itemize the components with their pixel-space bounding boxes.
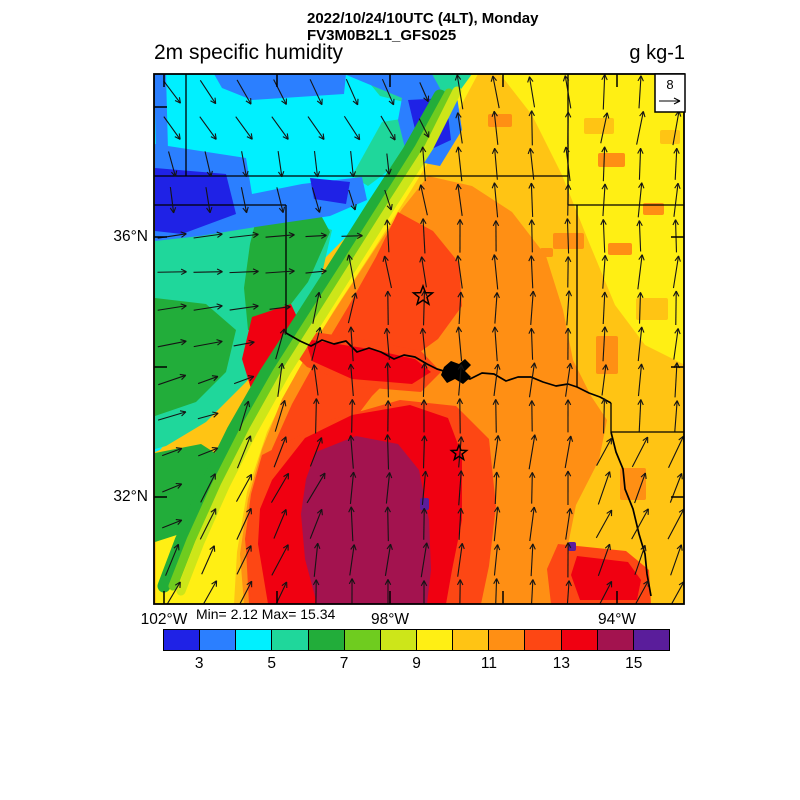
humidity-region xyxy=(500,74,684,365)
latitude-label: 32°N xyxy=(113,488,148,505)
longitude-label: 98°W xyxy=(370,611,410,628)
city-star-marker xyxy=(449,442,469,462)
humidity-region xyxy=(305,339,431,384)
humidity-patch xyxy=(660,130,680,144)
colorbar-segment xyxy=(272,630,309,650)
humidity-patch xyxy=(598,153,625,167)
humidity-region xyxy=(155,168,236,234)
colorbar-segment xyxy=(308,630,345,650)
colorbar-segment xyxy=(380,630,417,650)
map-frame xyxy=(153,73,685,605)
field-title: 2m specific humidity xyxy=(154,41,344,64)
units-label: g kg-1 xyxy=(629,42,685,64)
colorbar-segment xyxy=(236,630,273,650)
humidity-patch xyxy=(608,243,632,255)
colorbar-tick-label: 13 xyxy=(552,655,570,672)
model-run-title: FV3M0B2L1_GFS025 xyxy=(307,27,457,44)
colorbar-segment xyxy=(200,630,237,650)
field-layer xyxy=(154,74,684,604)
reference-vector-box: 8 xyxy=(654,73,686,113)
city-star-marker xyxy=(411,283,435,306)
colorbar-segment xyxy=(525,630,562,650)
colorbar-segment xyxy=(453,630,490,650)
colorbar-segment xyxy=(344,630,381,650)
longitude-label: 94°W xyxy=(597,611,637,628)
humidity-region xyxy=(154,74,168,150)
colorbar-tick-label: 3 xyxy=(194,655,204,672)
humidity-band xyxy=(157,89,447,593)
minmax-annotation: Min= 2.12 Max= 15.34 xyxy=(196,606,336,622)
axis-ticks xyxy=(154,74,684,604)
humidity-region xyxy=(244,206,330,330)
latitude-label: 36°N xyxy=(113,228,148,245)
humidity-region xyxy=(242,304,303,392)
longitude-label: 102°W xyxy=(140,611,188,628)
plot-title-block: 2022/10/24/10UTC (4LT), Monday FV3M0B2L1… xyxy=(307,10,538,44)
colorbar-segment xyxy=(633,630,669,650)
humidity-region xyxy=(155,298,236,416)
humidity-patch xyxy=(596,336,618,374)
humidity-patch xyxy=(520,298,535,308)
colorbar-tick-label: 9 xyxy=(412,655,421,672)
colorbar-tick-label: 5 xyxy=(267,655,276,672)
colorbar-segment xyxy=(416,630,454,650)
colorbar xyxy=(163,629,670,651)
humidity-patch xyxy=(568,542,576,551)
humidity-region xyxy=(571,556,641,600)
humidity-patch xyxy=(643,203,664,215)
humidity-region xyxy=(301,436,431,604)
humidity-patch xyxy=(636,298,668,320)
river-line xyxy=(610,431,652,597)
colorbar-tick-label: 7 xyxy=(339,655,349,672)
reference-vector-value: 8 xyxy=(666,77,673,92)
humidity-patch xyxy=(488,114,512,127)
humidity-region xyxy=(310,178,350,204)
colorbar-segment xyxy=(164,630,201,650)
colorbar-segment xyxy=(489,630,526,650)
humidity-region xyxy=(214,74,346,100)
colorbar-tick-label: 11 xyxy=(480,655,497,672)
wind-vector-layer xyxy=(157,74,684,604)
colorbar-segment xyxy=(597,630,634,650)
valid-time-title: 2022/10/24/10UTC (4LT), Monday xyxy=(307,10,539,27)
humidity-patch xyxy=(540,248,553,257)
colorbar-segment xyxy=(561,630,598,650)
lake-texoma xyxy=(441,359,471,384)
colorbar-tick-label: 15 xyxy=(625,655,643,672)
humidity-patch xyxy=(584,118,614,134)
